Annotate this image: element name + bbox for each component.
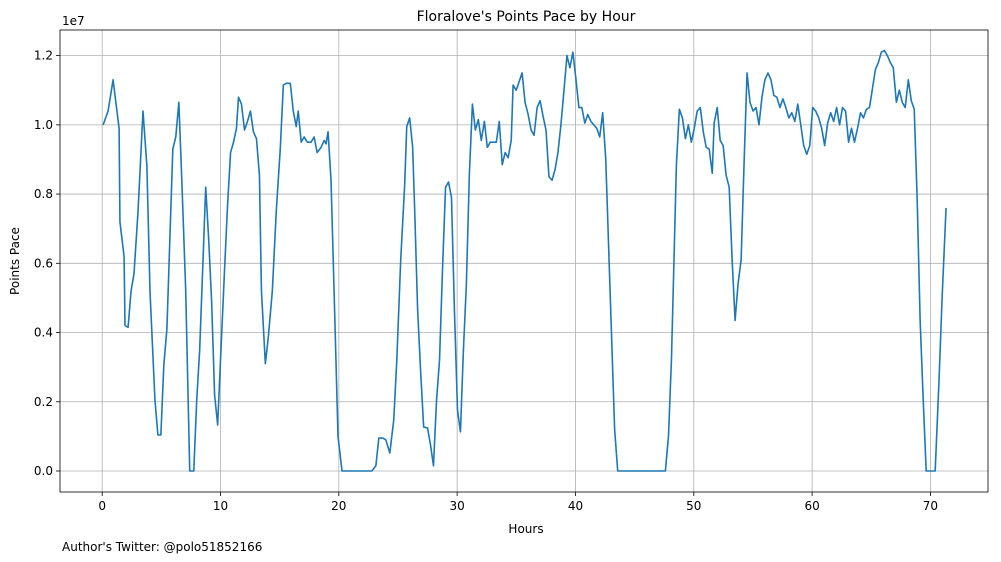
data-line [102, 49, 947, 472]
x-tick-label: 0 [98, 499, 106, 513]
x-axis-label: Hours [508, 522, 543, 536]
y-tick-label: 0.4 [34, 326, 53, 340]
x-tick-label: 40 [568, 499, 583, 513]
x-tick-label: 20 [331, 499, 346, 513]
y-tick-label: 0.2 [34, 395, 53, 409]
x-tick-label: 50 [686, 499, 701, 513]
y-tick-label: 0.8 [34, 187, 53, 201]
y-tick-label: 1.0 [34, 118, 53, 132]
y-tick-label: 1.2 [34, 49, 53, 63]
x-tick-label: 70 [923, 499, 938, 513]
y-tick-label: 0.6 [34, 256, 53, 270]
y-axis-label: Points Pace [8, 227, 22, 295]
x-tick-label: 30 [450, 499, 465, 513]
plot-frame [59, 29, 989, 493]
chart-title: Floralove's Points Pace by Hour [417, 9, 636, 25]
y-offset-label: 1e7 [62, 14, 85, 28]
y-tick-label: 0.0 [34, 464, 53, 478]
footnote: Author's Twitter: @polo51852166 [62, 540, 262, 554]
x-tick-label: 10 [213, 499, 228, 513]
x-tick-label: 60 [804, 499, 819, 513]
